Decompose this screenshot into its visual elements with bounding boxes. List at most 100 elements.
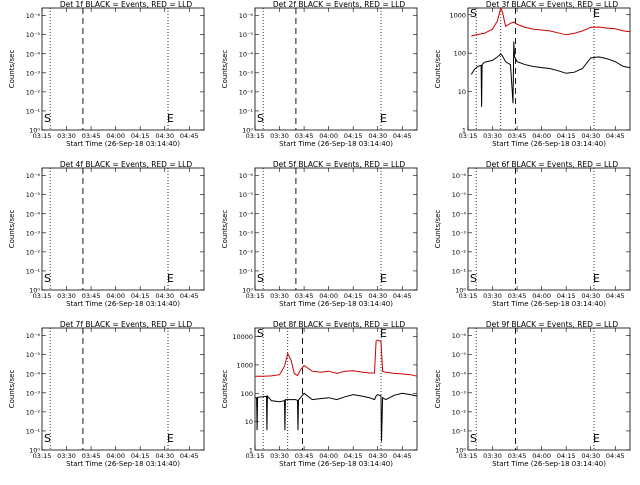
y-tick-label: 10⁻⁴ [239,50,254,58]
x-axis-label: Start Time (26-Sep-18 03:14:40) [66,460,180,468]
panel-det-4f: Det 4f BLACK = Events, RED = LLD 10⁰ 10⁻¹ 1… [8,160,205,308]
x-tick-label: 04:15 [344,452,363,460]
end-marker-label: E [380,112,387,125]
y-tick-label: 10⁻⁵ [452,191,467,199]
panel-title: Det 1f BLACK = Events, RED = LLD [60,0,193,9]
end-marker-label: E [167,112,174,125]
y-axis-label: Counts/sec [434,210,442,249]
x-tick-label: 04:15 [131,132,150,140]
y-tick-label: 10⁻² [239,248,254,256]
y-tick-label: 10⁻¹ [26,107,41,115]
x-tick-label: 03:45 [508,292,527,300]
panel-det-7f: Det 7f BLACK = Events, RED = LLD 10⁰ 10⁻¹ 1… [8,320,205,468]
y-tick-label: 10 [245,418,253,426]
plot-frame [467,327,631,451]
y-tick-label: 10⁰ [242,287,253,295]
y-tick-label: 10⁰ [455,447,466,455]
plot-frame [254,7,418,131]
x-tick-label: 03:45 [508,132,527,140]
y-tick-label: 10⁻⁵ [26,191,41,199]
panel-det-8f: Det 8f BLACK = Events, RED = LLD 1 10 100 10… [221,320,418,468]
x-tick-label: 04:45 [393,452,412,460]
y-tick-label: 10⁻³ [26,69,41,77]
x-tick-label: 04:15 [344,292,363,300]
x-tick-label: 03:45 [295,132,314,140]
start-marker-label: S [470,432,477,445]
panel-title: Det 3f BLACK = Events, RED = LLD [486,0,619,9]
x-tick-label: 04:00 [106,292,125,300]
x-tick-label: 04:30 [368,452,387,460]
x-tick-label: 04:00 [532,132,551,140]
y-tick-label: 10⁻² [26,248,41,256]
x-tick-label: 04:30 [155,452,174,460]
y-tick-label: 10⁻³ [26,389,41,397]
end-marker-label: E [380,327,387,340]
panel-det-6f: Det 6f BLACK = Events, RED = LLD 10⁰ 10⁻¹ 1… [434,160,631,308]
x-tick-label: 04:15 [131,292,150,300]
x-tick-label: 03:30 [57,132,76,140]
plot-frame [254,167,418,291]
panel-title: Det 2f BLACK = Events, RED = LLD [273,0,406,9]
x-axis-label: Start Time (26-Sep-18 03:14:40) [492,140,606,148]
x-tick-label: 03:30 [483,452,502,460]
x-tick-label: 04:00 [319,132,338,140]
plot-frame [41,327,205,451]
end-marker-label: E [167,272,174,285]
panel-title: Det 4f BLACK = Events, RED = LLD [60,160,193,169]
x-tick-label: 04:00 [106,132,125,140]
x-tick-label: 04:30 [581,132,600,140]
x-tick-label: 03:30 [57,452,76,460]
x-tick-label: 04:45 [180,452,199,460]
x-tick-label: 03:30 [483,132,502,140]
x-tick-label: 04:00 [532,292,551,300]
y-tick-label: 10⁻⁵ [239,191,254,199]
x-tick-label: 04:30 [368,132,387,140]
y-tick-label: 10⁰ [29,287,40,295]
start-marker-label: S [44,112,51,125]
start-marker-label: S [44,432,51,445]
y-tick-label: 10⁻¹ [26,427,41,435]
x-tick-label: 04:15 [344,132,363,140]
panel-det-5f: Det 5f BLACK = Events, RED = LLD 10⁰ 10⁻¹ 1… [221,160,418,308]
series-line-events [255,392,418,442]
plot-frame [254,327,418,451]
y-tick-label: 10⁻¹ [239,107,254,115]
end-marker-label: E [593,7,600,20]
x-tick-label: 04:30 [155,132,174,140]
y-tick-label: 10⁻³ [239,229,254,237]
y-tick-label: 10⁻⁵ [26,31,41,39]
x-tick-label: 04:45 [606,292,625,300]
x-tick-label: 04:00 [106,452,125,460]
x-tick-label: 04:30 [368,292,387,300]
y-tick-label: 10⁻² [26,408,41,416]
panel-title: Det 6f BLACK = Events, RED = LLD [486,160,619,169]
x-tick-label: 03:15 [246,452,265,460]
x-tick-label: 04:00 [532,452,551,460]
y-tick-label: 100 [454,50,466,58]
y-tick-label: 10⁻⁶ [239,12,254,20]
y-tick-label: 10⁻⁶ [452,172,467,180]
y-tick-label: 1000 [236,361,253,369]
x-axis-label: Start Time (26-Sep-18 03:14:40) [279,460,393,468]
x-tick-label: 04:15 [557,452,576,460]
x-tick-label: 03:30 [270,452,289,460]
x-tick-label: 04:15 [131,452,150,460]
x-tick-label: 03:15 [246,292,265,300]
panel-det-9f: Det 9f BLACK = Events, RED = LLD 10⁰ 10⁻¹ 1… [434,320,631,468]
series-line-events [470,41,631,107]
y-tick-label: 10⁻³ [452,229,467,237]
x-axis-label: Start Time (26-Sep-18 03:14:40) [492,460,606,468]
x-tick-label: 03:45 [82,132,101,140]
plot-frame [467,167,631,291]
y-tick-label: 1 [249,447,253,455]
y-tick-label: 10⁻² [452,248,467,256]
y-tick-label: 1000 [449,11,466,19]
y-axis-label: Counts/sec [221,210,229,249]
series-line-lld [255,339,418,377]
x-tick-label: 03:15 [33,292,52,300]
x-tick-label: 03:45 [82,292,101,300]
y-tick-label: 10⁰ [29,127,40,135]
y-tick-label: 10⁰ [29,447,40,455]
x-tick-label: 04:30 [581,452,600,460]
x-tick-label: 03:45 [295,452,314,460]
